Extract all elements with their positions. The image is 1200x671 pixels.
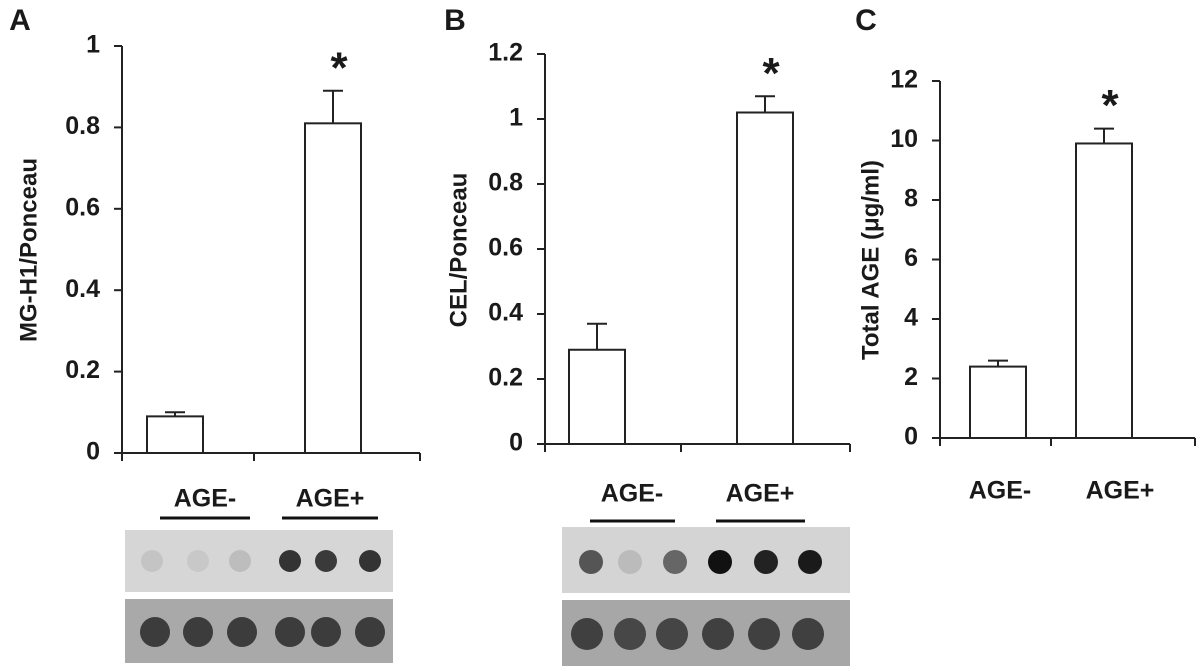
blot-dot xyxy=(614,618,646,650)
bar xyxy=(736,111,794,445)
blot-dot xyxy=(663,550,687,574)
blots xyxy=(125,527,850,666)
y-tick-label: 1 xyxy=(509,104,523,132)
blot-dot xyxy=(275,617,305,647)
blot-dot xyxy=(792,618,824,650)
y-tick-label: 0.4 xyxy=(488,299,523,327)
significance-marker: * xyxy=(1101,81,1119,130)
y-tick-label: 0.2 xyxy=(65,356,100,384)
blot-dot xyxy=(618,550,642,574)
y-tick-label: 8 xyxy=(904,185,918,213)
blot-dot xyxy=(702,618,734,650)
bar xyxy=(1075,142,1133,439)
significance-marker: * xyxy=(762,49,780,98)
category-label: AGE- xyxy=(601,480,664,508)
bar xyxy=(568,348,626,445)
y-tick-label: 0.6 xyxy=(488,234,523,262)
blot-dot xyxy=(315,550,337,572)
panel-label: B xyxy=(444,4,466,37)
panel-label: C xyxy=(855,4,877,37)
panel-label: A xyxy=(9,4,31,37)
y-tick-label: 10 xyxy=(890,125,918,153)
y-tick-label: 0.8 xyxy=(65,112,100,140)
blot-dot xyxy=(229,550,251,572)
blot-dot xyxy=(798,550,822,574)
blot-dot xyxy=(141,550,163,572)
bar xyxy=(146,415,204,454)
blot-dot xyxy=(227,617,257,647)
blot-dot xyxy=(579,550,603,574)
y-tick-label: 0 xyxy=(86,438,100,466)
blot-dot xyxy=(311,617,341,647)
significance-marker: * xyxy=(330,43,348,92)
category-label: AGE+ xyxy=(296,485,365,513)
category-label: AGE+ xyxy=(726,480,795,508)
y-tick-label: 0.6 xyxy=(65,193,100,221)
blot-dot xyxy=(183,617,213,647)
blot-dot xyxy=(279,550,301,572)
y-tick-label: 4 xyxy=(904,304,918,332)
y-tick-label: 12 xyxy=(890,66,918,94)
y-tick-label: 1.2 xyxy=(488,39,523,67)
y-axis-label: Total AGE (μg/ml) xyxy=(857,160,884,360)
blot-dot xyxy=(748,618,780,650)
y-tick-label: 6 xyxy=(904,244,918,272)
blot-top-a xyxy=(125,530,393,592)
y-axis-label: MG-H1/Ponceau xyxy=(15,158,42,342)
blot-dot xyxy=(754,550,778,574)
blot-dot xyxy=(359,550,381,572)
bar xyxy=(969,365,1027,440)
category-label: AGE- xyxy=(969,477,1032,505)
y-tick-label: 0.2 xyxy=(488,364,523,392)
category-label: AGE- xyxy=(174,485,237,513)
blot-dot xyxy=(140,617,170,647)
y-tick-label: 0 xyxy=(904,423,918,451)
y-tick-label: 1 xyxy=(86,31,100,59)
y-axis-label: CEL/Ponceau xyxy=(445,173,472,328)
y-tick-label: 0 xyxy=(509,429,523,457)
y-tick-label: 2 xyxy=(904,363,918,391)
blot-dot xyxy=(708,550,732,574)
y-tick-label: 0.4 xyxy=(65,275,100,303)
blot-dot xyxy=(355,617,385,647)
y-tick-label: 0.8 xyxy=(488,169,523,197)
category-label: AGE+ xyxy=(1086,477,1155,505)
blot-dot xyxy=(571,618,603,650)
blot-dot xyxy=(656,618,688,650)
blot-dot xyxy=(187,550,209,572)
bar xyxy=(304,122,362,455)
